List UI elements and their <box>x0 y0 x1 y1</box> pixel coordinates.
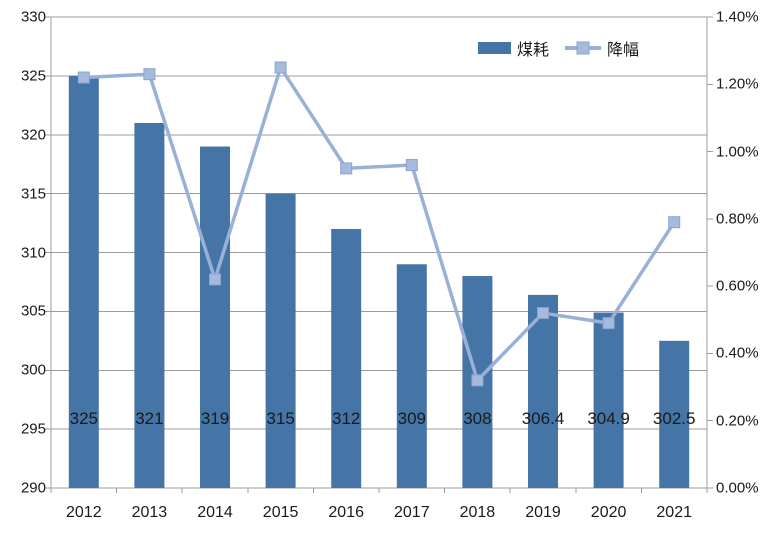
line-marker-2015 <box>274 61 287 74</box>
x-axis-label-2018: 2018 <box>459 504 496 521</box>
legend-item-coal: 煤耗 <box>478 36 549 60</box>
line-marker-2020 <box>602 317 615 330</box>
bar-data-label-2014: 319 <box>200 409 230 428</box>
x-axis-label-2013: 2013 <box>131 504 168 521</box>
bar-2016 <box>331 228 362 488</box>
legend-label-decline: 降幅 <box>607 42 640 59</box>
decline-line <box>83 65 676 383</box>
bar-data-label-2019: 306.4 <box>521 409 565 428</box>
line-marker-2019 <box>537 307 549 320</box>
secondary-axis-label-0.20%: 0.20% <box>716 412 759 430</box>
secondary-axis-label-0.40%: 0.40% <box>716 344 759 362</box>
y-axis-label-300: 300 <box>20 361 46 379</box>
line-marker-2018 <box>471 374 484 387</box>
x-axis-label-2019: 2019 <box>525 504 561 521</box>
line-marker-2016 <box>340 162 353 175</box>
bar-series-swatch-icon <box>478 42 511 54</box>
line-series-swatch-icon <box>565 41 602 55</box>
y-axis-label-305: 305 <box>20 302 46 320</box>
bar-data-label-2021: 302.5 <box>652 409 696 428</box>
x-axis-label-2020: 2020 <box>590 504 627 521</box>
bar-data-label-2020: 304.9 <box>587 409 630 428</box>
line-marker-2014 <box>209 273 221 286</box>
line-marker-2012 <box>77 71 90 84</box>
bar-data-label-2015: 315 <box>266 409 295 428</box>
x-axis-label-2021: 2021 <box>656 504 692 521</box>
secondary-axis-label-0.00%: 0.00% <box>716 479 759 497</box>
x-axis-label-2015: 2015 <box>262 504 299 521</box>
y-axis-label-330: 330 <box>20 8 46 26</box>
bar-data-label-2016: 312 <box>332 409 361 428</box>
bar-2019 <box>528 294 558 488</box>
legend: 煤耗 降幅 <box>478 36 639 60</box>
line-marker-icon <box>576 41 590 55</box>
y-axis-label-290: 290 <box>20 479 46 497</box>
secondary-axis-label-0.60%: 0.60% <box>716 277 759 295</box>
secondary-axis-label-1.40%: 1.40% <box>716 8 759 26</box>
line-marker-2021 <box>668 216 681 229</box>
bar-2020 <box>593 312 624 488</box>
bar-2012 <box>68 75 99 488</box>
bar-data-label-2018: 308 <box>463 409 492 428</box>
bar-2021 <box>659 340 690 488</box>
secondary-axis-label-1.20%: 1.20% <box>716 75 759 93</box>
y-axis-label-310: 310 <box>20 244 46 261</box>
secondary-axis-label-0.80%: 0.80% <box>716 210 759 228</box>
bar-data-label-2017: 309 <box>397 409 426 428</box>
legend-item-decline: 降幅 <box>565 36 639 60</box>
bar-2015 <box>265 193 296 488</box>
y-axis-label-320: 320 <box>20 126 46 144</box>
bar-data-label-2012: 325 <box>69 409 98 428</box>
x-axis-label-2014: 2014 <box>197 504 233 521</box>
secondary-axis-label-1.00%: 1.00% <box>716 143 759 161</box>
line-marker-2013 <box>143 68 156 81</box>
y-axis-label-325: 325 <box>20 67 46 85</box>
bar-data-label-2013: 321 <box>135 409 164 428</box>
y-axis-label-315: 315 <box>20 185 46 203</box>
x-axis-label-2016: 2016 <box>328 504 364 521</box>
x-axis-label-2017: 2017 <box>394 504 430 521</box>
bar-2014 <box>200 146 230 488</box>
x-axis-label-2012: 2012 <box>66 504 102 521</box>
line-marker-2017 <box>405 159 418 172</box>
bar-2013 <box>134 122 165 488</box>
bar-2017 <box>396 264 427 488</box>
legend-label-coal: 煤耗 <box>517 42 550 59</box>
y-axis-label-295: 295 <box>20 420 46 438</box>
